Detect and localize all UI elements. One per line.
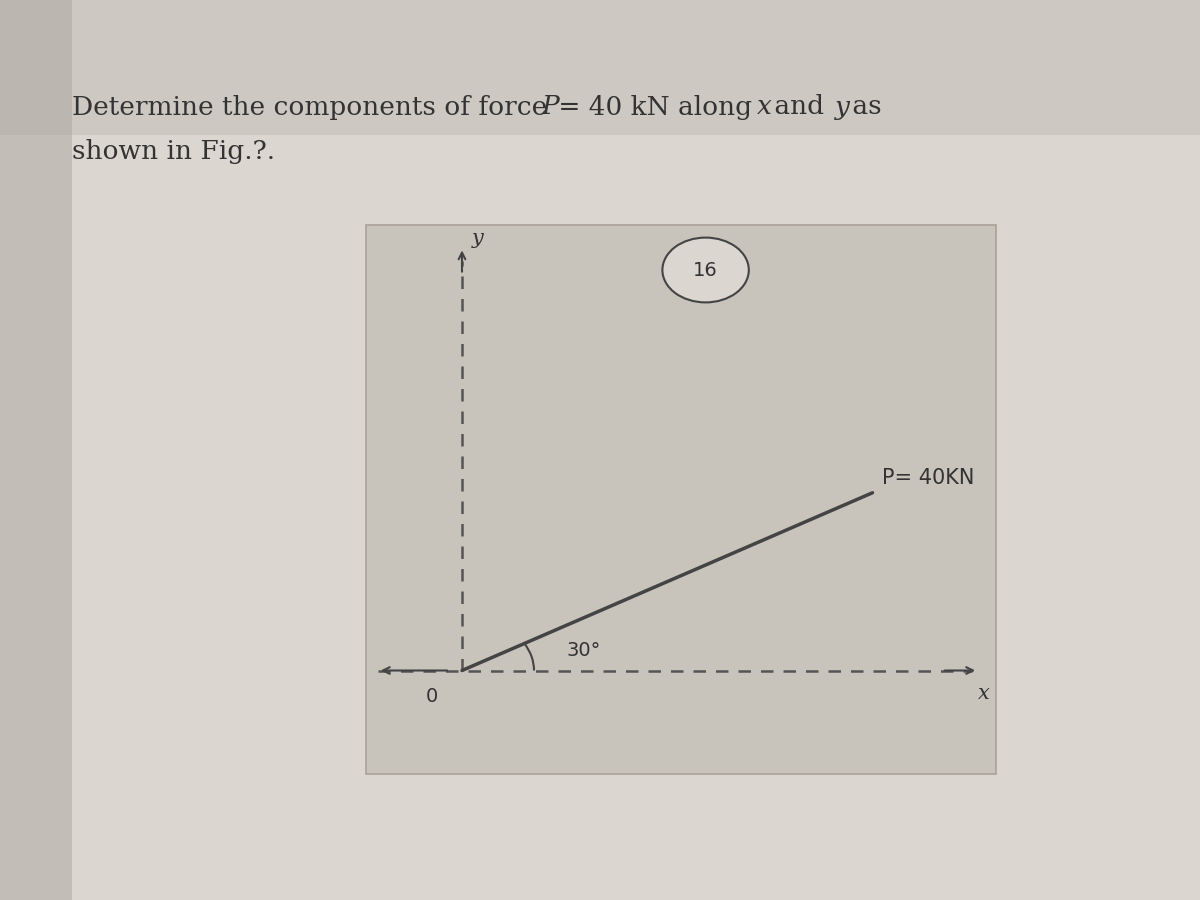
Text: 16: 16 xyxy=(694,260,718,280)
Bar xyxy=(0,0,1200,135)
Text: 0: 0 xyxy=(426,687,438,706)
Text: 30°: 30° xyxy=(566,641,601,661)
Text: P= 40KN: P= 40KN xyxy=(882,468,974,488)
Bar xyxy=(366,225,996,774)
Text: y: y xyxy=(472,229,484,248)
Circle shape xyxy=(662,238,749,302)
Text: P: P xyxy=(541,94,559,120)
Text: = 40 kN along: = 40 kN along xyxy=(550,94,761,120)
Bar xyxy=(0,0,72,900)
Text: Determine the components of force: Determine the components of force xyxy=(72,94,556,120)
Text: x: x xyxy=(978,684,990,703)
Text: shown in Fig.?.: shown in Fig.?. xyxy=(72,140,275,165)
Text: as: as xyxy=(844,94,882,120)
Text: y: y xyxy=(835,94,850,120)
Text: and: and xyxy=(766,94,833,120)
Text: x: x xyxy=(757,94,772,120)
